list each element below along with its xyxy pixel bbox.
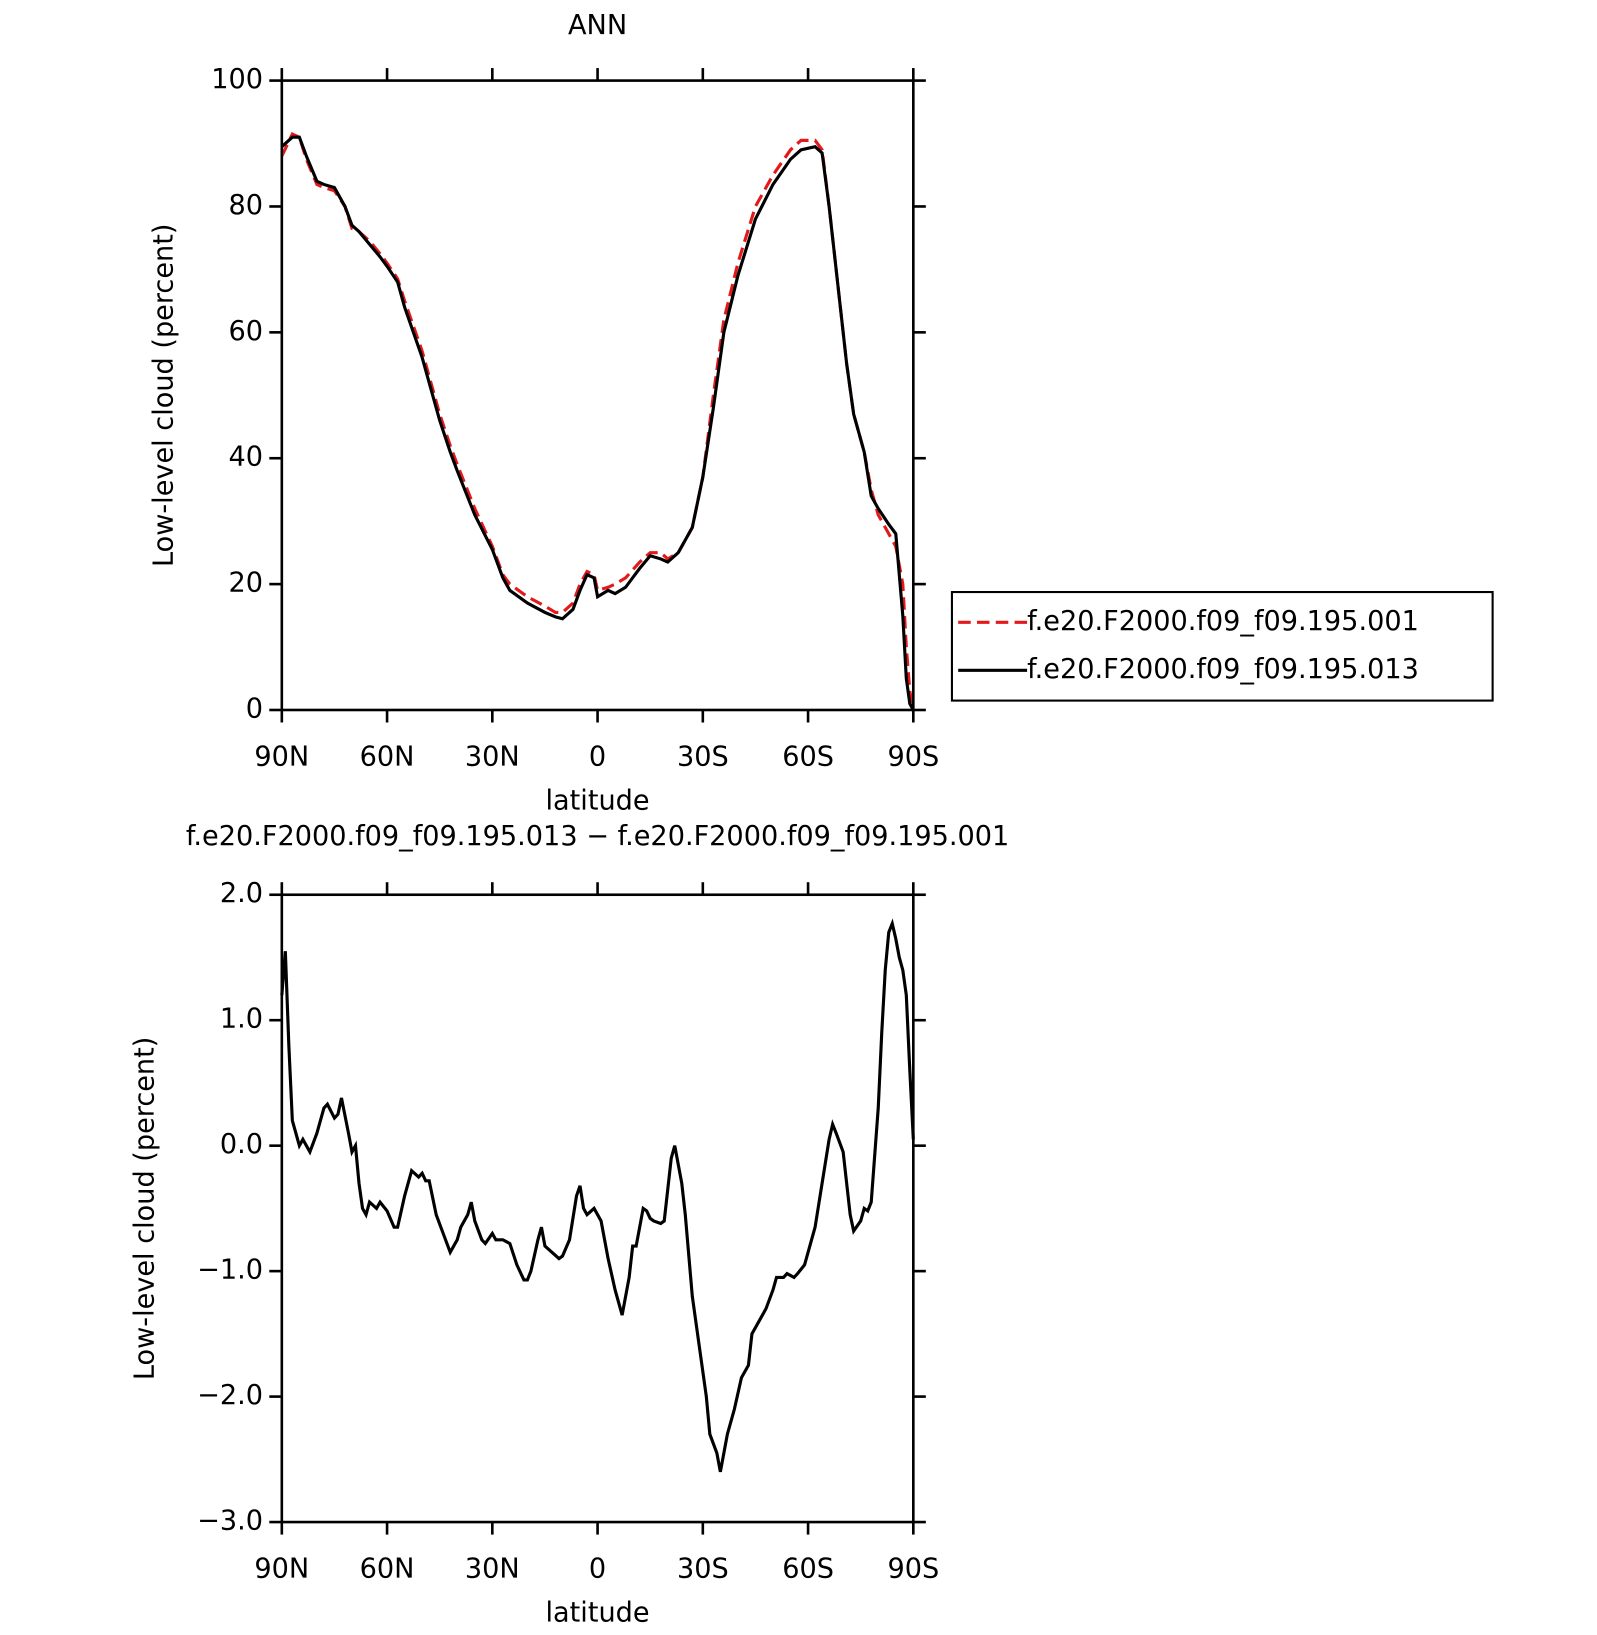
x-tick-label: 90S	[887, 742, 939, 773]
y-axis-label: Low-level cloud (percent)	[148, 224, 179, 567]
y-tick-label: 100	[211, 64, 263, 95]
plot-frame	[280, 893, 915, 1524]
x-tick-label: 60S	[782, 742, 834, 773]
y-tick-label: 0	[246, 693, 263, 724]
x-tick-label: 60S	[782, 1554, 834, 1585]
y-tick-label: −2.0	[197, 1380, 263, 1411]
series-line	[280, 918, 915, 1473]
x-tick-label: 0	[589, 742, 606, 773]
chart-title: f.e20.F2000.f09_f09.195.013 − f.e20.F200…	[186, 821, 1010, 852]
y-tick-label: 60	[229, 316, 264, 347]
x-tick-label: 30N	[465, 1554, 520, 1585]
x-tick-label: 30S	[677, 1554, 729, 1585]
y-tick-label: 40	[229, 442, 264, 473]
y-tick-label: −3.0	[197, 1506, 263, 1537]
y-tick-label: 80	[229, 190, 264, 221]
x-tick-label: 90N	[254, 742, 309, 773]
y-tick-label: 20	[229, 568, 264, 599]
x-axis-label: latitude	[546, 1597, 650, 1628]
x-tick-label: 30S	[677, 742, 729, 773]
x-tick-label: 30N	[465, 742, 520, 773]
legend-label: f.e20.F2000.f09_f09.195.013	[1027, 654, 1419, 685]
x-tick-label: 0	[589, 1554, 606, 1585]
legend-label: f.e20.F2000.f09_f09.195.001	[1027, 606, 1419, 637]
x-tick-label: 90S	[887, 1554, 939, 1585]
y-tick-label: 0.0	[220, 1129, 263, 1160]
y-tick-label: −1.0	[197, 1255, 263, 1286]
plot-frame	[280, 79, 915, 712]
y-axis-label: Low-level cloud (percent)	[130, 1037, 161, 1380]
x-tick-label: 60N	[360, 742, 415, 773]
x-tick-label: 90N	[254, 1554, 309, 1585]
series-line	[280, 135, 915, 711]
y-tick-label: 2.0	[220, 878, 263, 909]
legend-box	[950, 590, 1494, 702]
series-line	[280, 132, 915, 711]
x-tick-label: 60N	[360, 1554, 415, 1585]
chart-title: ANN	[568, 10, 627, 41]
x-axis-label: latitude	[546, 785, 650, 816]
y-tick-label: 1.0	[220, 1004, 263, 1035]
